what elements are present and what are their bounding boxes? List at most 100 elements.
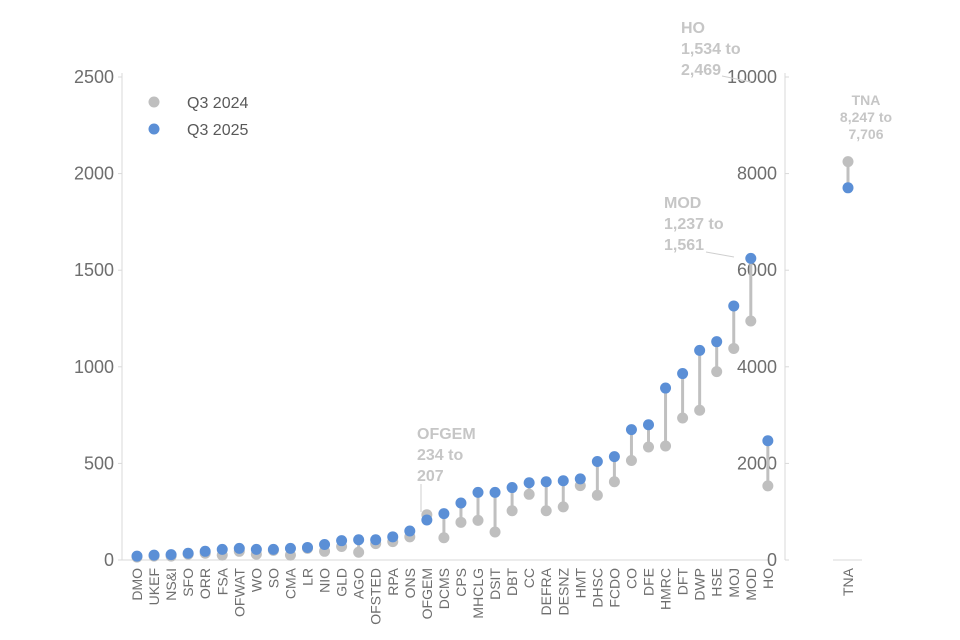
points-layer [131,156,854,563]
point-q3-2025-hse [711,336,723,348]
right-y-tick-label: 0 [767,550,777,570]
annotation-line: 234 to [417,447,463,464]
point-q3-2025-dcms [438,508,450,520]
right-y-tick-label: 10000 [727,67,777,87]
point-q3-2024-dcms [438,532,450,544]
category-label-ho: HO [760,568,776,589]
category-label-dft: DFT [675,568,691,596]
category-label-wo: WO [248,568,264,592]
point-q3-2025-defra [540,476,552,488]
point-q3-2025-hmrc [660,382,672,394]
category-label-ofsted: OFSTED [368,568,384,625]
category-label-so: SO [265,568,281,588]
annotation-line: TNA [852,92,881,108]
annotation-layer: OFGEM 234 to 207 MOD 1,237 to 1,561 HO 1,534 to… [417,20,892,512]
category-label-orr: ORR [197,568,213,599]
left-y-tick-label: 500 [84,453,114,473]
point-q3-2025-mod [745,252,757,264]
category-label-lr: LR [300,568,316,586]
left-y-tick-label: 0 [104,550,114,570]
annotation-ofgem: OFGEM 234 to 207 [417,426,476,512]
category-label-ofgem: OFGEM [419,568,435,619]
point-q3-2024-tna [842,156,854,168]
category-label-hmrc: HMRC [658,568,674,610]
annotation-line: OFGEM [417,426,476,443]
point-q3-2024-ago [353,546,365,558]
category-label-ukef: UKEF [146,568,162,605]
point-q3-2025-tna [842,182,854,194]
category-label-ons: ONS [402,568,418,598]
category-label-fsa: FSA [214,567,230,595]
category-label-fcdo: FCDO [606,568,622,608]
point-q3-2025-dbt [506,482,518,494]
category-label-mhclg: MHCLG [470,568,486,619]
category-label-dhsc: DHSC [589,568,605,608]
category-label-dbt: DBT [504,568,520,596]
category-label-rpa: RPA [385,567,401,595]
point-q3-2025-ho [762,435,774,447]
point-q3-2025-ofgem [421,514,433,526]
point-q3-2024-mod [745,315,757,327]
point-q3-2025-rpa [387,531,399,543]
annotation-ho: HO 1,534 to 2,469 [681,20,752,83]
point-q3-2025-ons [404,525,416,537]
legend-marker [148,123,160,135]
category-label-cc: CC [521,568,537,588]
category-label-dsit: DSIT [487,568,503,600]
point-q3-2025-moj [728,300,740,312]
legend-label: Q3 2025 [187,122,248,139]
point-q3-2024-mhclg [472,514,484,526]
category-label-defra: DEFRA [538,567,554,615]
point-q3-2025-dhsc [591,455,603,467]
right-y-tick-label: 8000 [737,164,777,184]
category-label-ago: AGO [351,568,367,599]
right-y-tick-label: 4000 [737,357,777,377]
category-label-dfe: DFE [641,568,657,596]
point-q3-2025-ukef [148,549,160,561]
point-q3-2025-hmt [574,473,586,485]
point-q3-2025-dwp [694,344,706,356]
category-label-hmt: HMT [572,568,588,599]
legend-item-q3-2024: Q3 2024 [148,95,248,112]
category-label-cma: CMA [282,567,298,599]
point-q3-2025-fsa [216,543,228,555]
point-q3-2025-so [267,543,279,555]
point-q3-2025-gld [336,535,348,547]
annotation-line: 2,469 [681,62,721,79]
point-q3-2025-cc [523,477,535,489]
category-label-ofwat: OFWAT [231,568,247,617]
point-q3-2025-dfe [643,419,654,431]
point-q3-2025-cps [455,497,467,509]
point-q3-2024-dbt [506,505,518,517]
legend-label: Q3 2024 [187,95,248,112]
annotation-line: 207 [417,468,444,485]
annotation-line: 7,706 [848,126,883,142]
point-q3-2025-ofsted [370,534,382,546]
point-q3-2025-desnz [557,475,569,487]
point-q3-2025-ofwat [233,542,245,554]
annotation-line: 1,534 to [681,41,741,58]
point-q3-2024-moj [728,342,740,354]
point-q3-2025-dmo [131,550,143,562]
point-q3-2025-nio [319,539,331,551]
point-q3-2024-dhsc [591,489,603,501]
axes-layer: 0 500 1000 1500 2000 2500 0 2000 4000 6000 8000 100… [74,67,862,570]
point-q3-2025-dsit [489,486,501,498]
annotation-leader-line [705,251,735,258]
point-q3-2024-fcdo [608,476,620,488]
annotation-leader-line [721,75,752,83]
point-q3-2024-hmrc [660,440,672,452]
point-q3-2024-dft [677,412,689,424]
point-q3-2025-fcdo [608,451,620,463]
legend-marker [148,96,160,108]
point-q3-2025-sfo [182,547,194,559]
point-q3-2024-cc [523,488,535,500]
category-label-sfo: SFO [180,568,196,597]
category-label-gld: GLD [334,568,350,597]
point-q3-2025-cma [284,542,296,554]
point-q3-2024-ho [762,480,774,492]
left-y-tick-label: 1000 [74,357,114,377]
category-label-dcms: DCMS [436,568,452,609]
